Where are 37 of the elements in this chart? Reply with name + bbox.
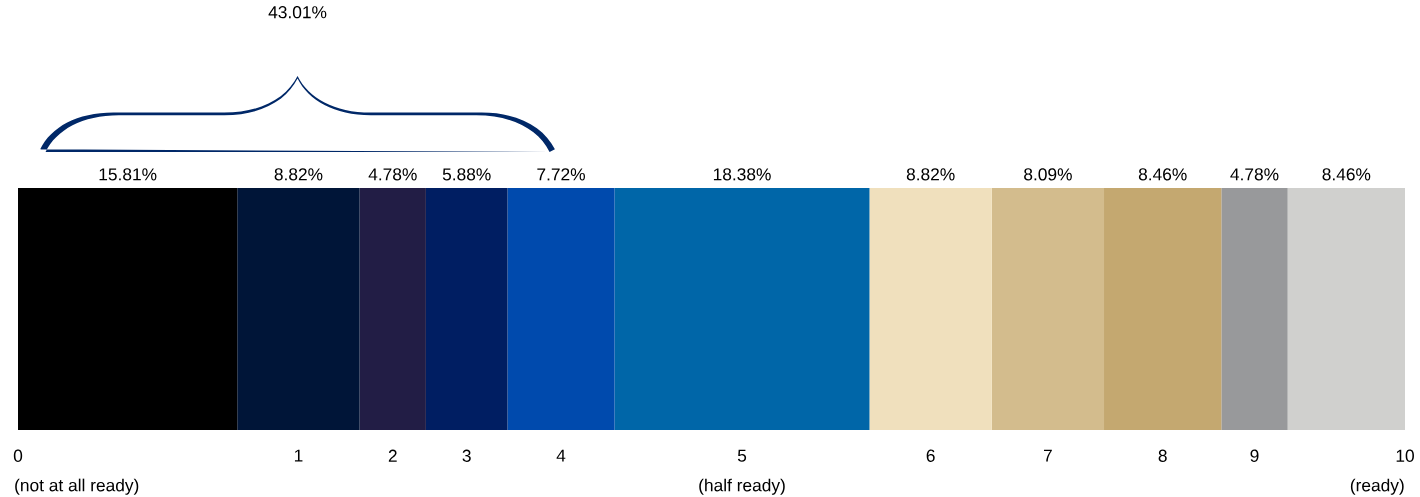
series-label: 2: [388, 449, 397, 462]
bar: [614, 187, 870, 430]
data-label: 8.82%: [906, 168, 955, 181]
bar: [1287, 187, 1405, 430]
text: 43.01%: [268, 6, 327, 19]
text: (ready): [1350, 478, 1404, 495]
series-label: 0: [13, 449, 23, 462]
data-label: 8.09%: [1024, 168, 1072, 181]
series-label: 5: [737, 449, 747, 462]
bar: [1104, 187, 1222, 430]
series-label: 1: [294, 449, 303, 462]
bar: [507, 187, 615, 430]
text: (half ready): [699, 478, 785, 495]
data-label: 18.38%: [713, 168, 771, 181]
bar: [359, 187, 426, 430]
data-label: 4.78%: [368, 168, 417, 181]
series-label: 10: [1396, 449, 1414, 462]
bar: [1221, 187, 1288, 430]
bar: [425, 187, 508, 430]
data-label: 8.46%: [1322, 168, 1371, 181]
data-label: 8.46%: [1138, 168, 1187, 181]
bar: [237, 187, 360, 430]
text: (not at all ready): [15, 478, 139, 495]
series-label: 9: [1250, 449, 1259, 462]
bar: [869, 187, 992, 430]
series-label: 6: [926, 449, 935, 462]
data-label: 4.78%: [1230, 168, 1279, 181]
series-label: 3: [462, 449, 471, 462]
data-label: 15.81%: [99, 168, 157, 181]
data-label: 8.82%: [274, 168, 323, 181]
bar: [991, 187, 1105, 430]
data-label: 7.72%: [537, 168, 585, 181]
series-label: 4: [556, 449, 566, 462]
series-label: 8: [1158, 449, 1167, 462]
data-label: 5.88%: [442, 168, 491, 181]
bar: [18, 187, 238, 430]
series-label: 7: [1043, 449, 1052, 462]
